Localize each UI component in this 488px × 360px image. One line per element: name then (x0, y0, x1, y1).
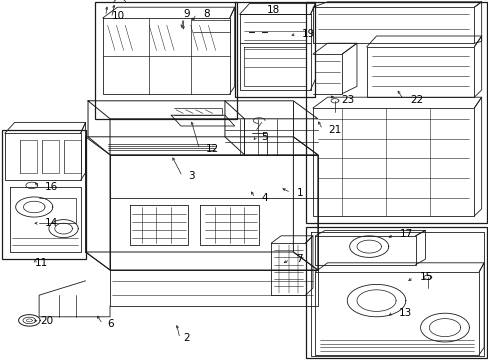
Text: 21: 21 (328, 125, 341, 135)
Text: 5: 5 (261, 132, 268, 142)
Text: 8: 8 (203, 9, 209, 19)
Text: 11: 11 (35, 258, 48, 268)
Text: 7: 7 (295, 254, 302, 264)
Text: 9: 9 (183, 9, 190, 19)
Text: 10: 10 (111, 11, 124, 21)
Text: 4: 4 (261, 193, 268, 203)
Text: 23: 23 (341, 95, 354, 105)
Text: 6: 6 (107, 319, 114, 329)
Bar (305, 227, 486, 358)
Text: 2: 2 (183, 333, 190, 343)
Bar (305, 2, 486, 223)
Bar (2, 130, 85, 259)
Text: 20: 20 (40, 316, 53, 326)
Text: 3: 3 (188, 171, 195, 181)
Text: 17: 17 (399, 229, 412, 239)
Text: 18: 18 (266, 5, 279, 15)
Text: 12: 12 (205, 144, 218, 154)
Text: 1: 1 (297, 188, 304, 198)
Text: 13: 13 (398, 308, 411, 318)
Bar (234, 2, 315, 97)
Text: 15: 15 (419, 272, 432, 282)
Text: 14: 14 (45, 218, 58, 228)
Text: 22: 22 (409, 95, 422, 105)
Text: 16: 16 (45, 182, 58, 192)
Bar (95, 2, 237, 119)
Text: 19: 19 (302, 29, 315, 39)
